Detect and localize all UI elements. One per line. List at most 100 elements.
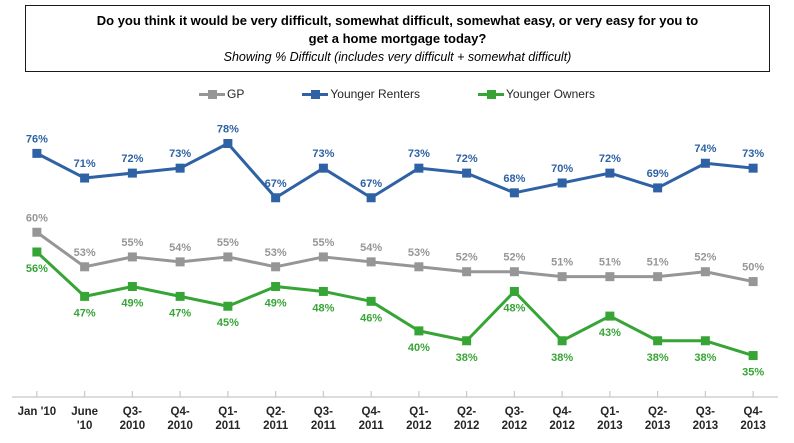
data-label-gp: 55% <box>121 237 143 249</box>
series-marker-younger-renters <box>366 193 376 203</box>
series-marker-gp <box>653 272 663 282</box>
series-marker-younger-owners <box>653 336 663 346</box>
data-label-younger-renters: 67% <box>360 178 382 190</box>
legend-label-gp: GP <box>227 87 245 101</box>
data-label-younger-owners: 47% <box>74 307 96 319</box>
legend-marker-icon-younger-renters <box>302 89 329 99</box>
series-younger-owners: 56% 47% 49% 47% 45% 49% 48% 46% 40% 38% 48% 38% 43% 3… <box>26 247 764 379</box>
series-marker-younger-renters <box>653 183 663 193</box>
x-tick-label: Q4-2013 <box>740 406 766 432</box>
x-tick-label: Q3-2013 <box>693 406 719 432</box>
series-marker-gp <box>223 252 233 262</box>
series-marker-gp <box>175 257 185 267</box>
data-label-gp: 51% <box>599 257 621 269</box>
data-label-gp: 52% <box>503 252 525 264</box>
data-label-younger-owners: 56% <box>26 263 48 275</box>
data-label-gp: 53% <box>74 247 96 259</box>
series-marker-younger-renters <box>32 148 42 158</box>
legend-item-younger-renters: Younger Renters <box>302 87 420 101</box>
data-label-younger-owners: 45% <box>217 317 239 329</box>
series-marker-gp <box>605 272 615 282</box>
series-line-younger-renters <box>35 142 755 200</box>
legend-marker-icon-gp <box>199 89 226 99</box>
data-label-younger-renters: 71% <box>74 158 96 170</box>
series-marker-gp <box>462 267 472 277</box>
data-label-younger-renters: 73% <box>169 148 191 160</box>
x-tick-label: Jan '10 <box>18 406 57 418</box>
data-label-gp: 52% <box>694 252 716 264</box>
data-label-younger-renters: 73% <box>312 148 334 160</box>
data-label-younger-renters: 78% <box>217 124 239 136</box>
series-marker-younger-owners <box>557 336 567 346</box>
series-marker-younger-renters <box>318 163 328 173</box>
series-marker-younger-renters <box>462 168 472 178</box>
data-label-gp: 60% <box>26 212 48 224</box>
x-tick-label: Q2-2011 <box>263 406 289 432</box>
series-marker-younger-owners <box>605 311 615 321</box>
data-label-younger-owners: 38% <box>456 352 478 364</box>
legend-label-younger-owners: Younger Owners <box>506 87 595 101</box>
legend-item-younger-owners: Younger Owners <box>478 87 595 101</box>
data-label-younger-renters: 72% <box>456 153 478 165</box>
series-line-gp <box>35 230 755 284</box>
series-marker-gp <box>366 257 376 267</box>
data-label-gp: 50% <box>742 262 764 274</box>
series-marker-younger-renters <box>605 168 615 178</box>
legend-item-gp: GP <box>199 87 244 101</box>
data-label-younger-renters: 70% <box>551 163 573 175</box>
series-marker-younger-renters <box>748 163 758 173</box>
x-tick-label: June '10 <box>71 406 98 432</box>
x-tick-label: Q3-2010 <box>120 406 146 432</box>
x-tick-label: Q1-2011 <box>215 406 241 432</box>
data-label-younger-owners: 47% <box>169 307 191 319</box>
series-marker-gp <box>700 267 710 277</box>
series-marker-younger-owners <box>509 286 519 296</box>
chart-title-box: Do you think it would be very difficult,… <box>25 5 770 73</box>
data-label-gp: 51% <box>551 257 573 269</box>
series-marker-gp <box>748 277 758 287</box>
series-marker-younger-owners <box>271 282 281 292</box>
series-marker-younger-owners <box>462 336 472 346</box>
data-label-gp: 54% <box>169 242 191 254</box>
series-marker-gp <box>271 262 281 272</box>
data-label-gp: 52% <box>456 252 478 264</box>
series-marker-younger-owners <box>318 286 328 296</box>
data-label-younger-owners: 38% <box>694 352 716 364</box>
data-label-younger-owners: 48% <box>312 302 334 314</box>
series-marker-younger-owners <box>366 296 376 306</box>
data-label-younger-renters: 73% <box>742 148 764 160</box>
x-tick-label: Q3-2011 <box>311 406 337 432</box>
data-label-younger-renters: 72% <box>121 153 143 165</box>
series-marker-gp <box>318 252 328 262</box>
x-tick-label: Q4-2010 <box>167 406 193 432</box>
series-marker-younger-owners <box>223 301 233 311</box>
series-marker-younger-renters <box>175 163 185 173</box>
data-label-younger-renters: 74% <box>694 143 716 155</box>
data-label-younger-owners: 46% <box>360 312 382 324</box>
series-marker-younger-owners <box>700 336 710 346</box>
x-tick-label: Q1-2013 <box>597 406 623 432</box>
data-label-younger-renters: 68% <box>503 173 525 185</box>
series-marker-younger-renters <box>223 139 233 149</box>
series-younger-renters: 76% 71% 72% 73% 78% 67% 73% 67% 73% 72% 68% 70% 72% 6… <box>26 124 764 203</box>
series-marker-younger-owners <box>127 282 137 292</box>
series-line-younger-owners <box>35 250 755 358</box>
series-marker-younger-renters <box>414 163 424 173</box>
series-marker-younger-owners <box>748 351 758 361</box>
data-label-younger-owners: 49% <box>121 298 143 310</box>
chart-title-line-2: get a home mortgage today? <box>308 31 487 47</box>
data-label-gp: 55% <box>217 237 239 249</box>
x-tick-label: Q4-2012 <box>549 406 575 432</box>
data-label-younger-owners: 38% <box>551 352 573 364</box>
x-tick-label: Q2-2012 <box>454 406 480 432</box>
series-gp: 60% 53% 55% 54% 55% 53% 55% 54% 53% 52% 52% 51% 51% 5… <box>26 212 764 287</box>
chart-title-line-1: Do you think it would be very difficult,… <box>96 13 699 28</box>
data-label-younger-renters: 76% <box>26 133 48 145</box>
data-label-younger-owners: 40% <box>408 342 430 354</box>
series-marker-younger-owners <box>32 247 42 257</box>
series-marker-younger-owners <box>414 326 424 336</box>
series-marker-gp <box>32 227 42 237</box>
chart-subtitle: Showing % Difficult (includes very diffi… <box>223 49 572 64</box>
